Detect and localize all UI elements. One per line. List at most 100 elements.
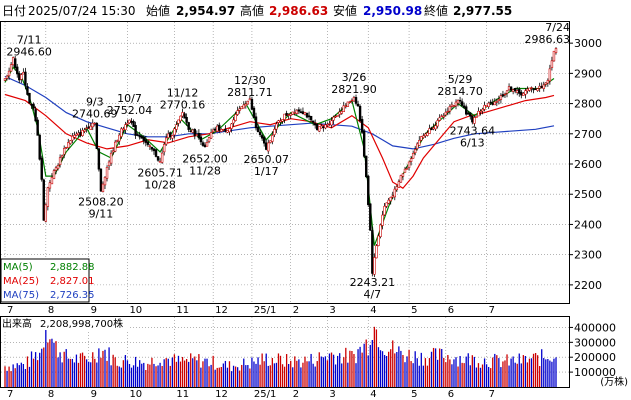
- candle-body: [60, 155, 64, 158]
- header-close-label: 終値: [424, 3, 448, 18]
- price-tick-label: 2700: [574, 128, 602, 141]
- candle-body: [303, 112, 307, 116]
- annotation-value: 2770.16: [160, 99, 206, 112]
- candle-body: [383, 205, 386, 216]
- month-label-volume: 4: [370, 389, 376, 400]
- price-tick-label: 2200: [574, 279, 602, 292]
- candle-body: [244, 103, 248, 107]
- candle-body: [344, 105, 348, 108]
- candle-body: [158, 161, 162, 163]
- candle-body: [120, 128, 123, 137]
- candle-body: [189, 130, 192, 132]
- header-open-label: 始値: [146, 3, 170, 18]
- annotation-value: 2740.69: [72, 108, 118, 121]
- candle-body: [452, 105, 456, 107]
- candle-body: [160, 152, 164, 163]
- candle-body: [14, 58, 17, 69]
- candle-body: [254, 116, 258, 129]
- candle-body: [291, 111, 294, 115]
- candle-body: [150, 146, 154, 150]
- candle-body: [199, 136, 203, 143]
- candle-body: [207, 137, 211, 142]
- volume-bars: [4, 326, 557, 387]
- candle-body: [316, 123, 319, 131]
- volume-tick-label: 300000: [574, 336, 616, 349]
- candle-body: [454, 101, 458, 107]
- candle-body: [281, 119, 284, 122]
- candle-body: [297, 109, 301, 112]
- candle-body: [205, 142, 209, 147]
- candle-body: [238, 108, 241, 111]
- candle-body: [477, 110, 480, 117]
- candle-body: [530, 87, 533, 89]
- candle-body: [128, 119, 131, 124]
- candle-body: [428, 128, 431, 134]
- candle-body: [538, 85, 541, 89]
- candle-body: [36, 119, 39, 136]
- candle-body: [554, 48, 558, 53]
- ma-legend: MA(5) 2,882.88 MA(25) 2,827.01 MA(75) 2,…: [0, 258, 95, 303]
- candle-body: [528, 87, 531, 91]
- price-tick-label: 2300: [574, 249, 602, 262]
- month-label: 7: [7, 305, 13, 316]
- candle-body: [32, 104, 35, 109]
- candle-body: [534, 88, 537, 90]
- candle-body: [258, 131, 262, 135]
- annotation-value: 2652.00: [182, 152, 228, 165]
- volume-panel-frame: [0, 316, 570, 388]
- candle-body: [497, 99, 501, 102]
- candle-body: [142, 136, 145, 142]
- month-label-volume: 7: [489, 389, 495, 400]
- month-label: 5: [411, 305, 417, 316]
- candle-body: [358, 105, 362, 122]
- candle-body: [54, 167, 58, 171]
- candle-body: [356, 103, 360, 107]
- ma5-label: MA(5): [3, 262, 33, 273]
- candle-body: [114, 141, 117, 152]
- candle-body: [338, 111, 341, 115]
- ma25-value: 2,827.01: [50, 276, 95, 287]
- candle-body: [81, 130, 84, 137]
- candle-body: [465, 106, 468, 115]
- month-label: 4: [370, 305, 376, 316]
- candle-body: [307, 115, 311, 118]
- price-tick-label: 3000: [574, 37, 602, 50]
- candle-body: [442, 115, 445, 118]
- candle-body: [448, 106, 452, 112]
- candle-body: [273, 128, 276, 135]
- candle-body: [269, 140, 272, 143]
- candle-body: [187, 122, 190, 130]
- candle-body: [444, 111, 447, 116]
- candle-body: [103, 176, 107, 186]
- candle-body: [65, 146, 68, 149]
- candle-body: [532, 88, 535, 91]
- candle-body: [411, 152, 415, 159]
- candle-body: [144, 139, 148, 143]
- candle-body: [75, 133, 78, 136]
- annotation-date: 7/11: [17, 33, 42, 46]
- candle-body: [491, 102, 494, 105]
- ma25-label: MA(25): [3, 276, 39, 287]
- month-label: 7: [489, 305, 495, 316]
- candle-body: [503, 93, 507, 96]
- candle-body: [213, 128, 217, 131]
- candle-body: [156, 156, 160, 161]
- candle-body: [552, 50, 556, 62]
- candle-body: [24, 71, 27, 86]
- month-label-volume: 25/1: [254, 389, 276, 400]
- candle-body: [548, 68, 552, 82]
- volume-title: 出来高: [2, 317, 32, 330]
- ma75-value: 2,726.35: [50, 290, 95, 301]
- volume-legend: 出来高 2,208,998,700株: [1, 317, 129, 330]
- candle-body: [311, 120, 315, 123]
- candle-body: [479, 111, 482, 113]
- candle-body: [460, 101, 464, 106]
- header-high-label: 高値: [240, 3, 264, 18]
- annotation-value: 2243.21: [350, 276, 396, 289]
- candle-body: [42, 179, 45, 221]
- annotation-value: 2508.20: [78, 196, 124, 209]
- candle-body: [524, 90, 527, 95]
- candle-body: [234, 114, 237, 121]
- candle-body: [138, 135, 141, 138]
- candle-body: [305, 113, 309, 118]
